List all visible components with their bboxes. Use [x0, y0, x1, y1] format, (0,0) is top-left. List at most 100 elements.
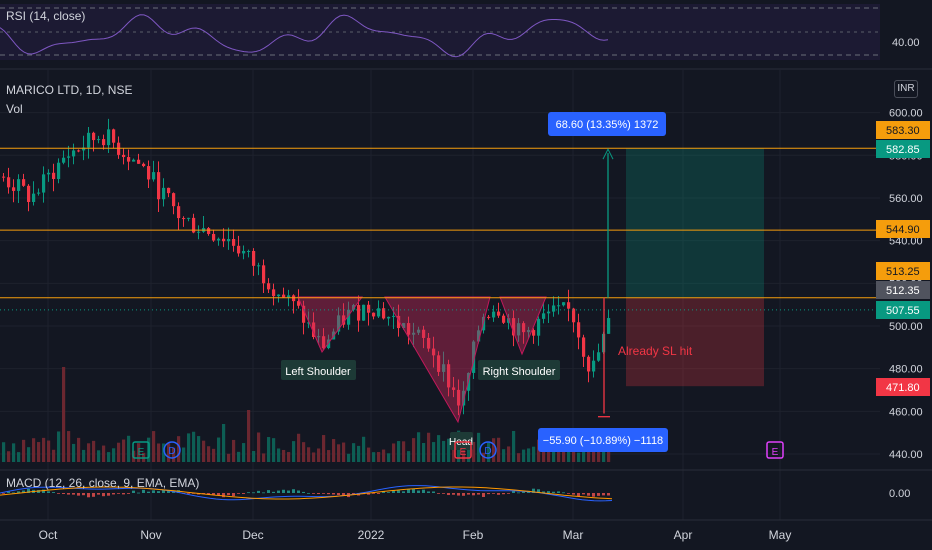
- candle: [582, 337, 586, 357]
- macd-histogram-bar: [332, 493, 335, 495]
- volume-bar: [52, 449, 56, 462]
- macd-title[interactable]: MACD (12, 26, close, 9, EMA, EMA): [6, 476, 200, 490]
- time-axis-tick: Feb: [463, 528, 484, 542]
- rsi-axis-label: 40.00: [892, 37, 920, 49]
- macd-histogram-bar: [442, 493, 445, 494]
- volume-bar: [267, 437, 271, 462]
- candle: [292, 295, 296, 302]
- macd-histogram-bar: [577, 493, 580, 496]
- volume-bar: [22, 439, 26, 462]
- candle: [397, 315, 401, 329]
- candle: [597, 352, 601, 361]
- candle: [147, 166, 151, 180]
- candle: [187, 217, 191, 219]
- macd-histogram-bar: [432, 491, 435, 493]
- volume-bar: [527, 448, 531, 462]
- macd-histogram-bar: [217, 493, 220, 496]
- macd-histogram-bar: [302, 491, 305, 493]
- volume-bar: [207, 446, 211, 462]
- volume-bar: [517, 453, 521, 462]
- price-tag-label: 544.90: [886, 224, 920, 236]
- macd-histogram-bar: [162, 489, 165, 493]
- volume-bar: [602, 450, 606, 462]
- volume-bar: [252, 450, 256, 462]
- volume-bar: [157, 443, 161, 462]
- down-measure-box: [538, 428, 668, 452]
- candle: [257, 265, 261, 267]
- price-tag: [876, 301, 930, 319]
- macd-histogram-bar: [427, 491, 430, 493]
- macd-line: [0, 485, 613, 502]
- macd-histogram-bar: [132, 490, 135, 493]
- volume-bar: [17, 452, 21, 462]
- macd-histogram-bar: [2, 493, 5, 494]
- volume-bar: [462, 438, 466, 462]
- macd-histogram-bar: [62, 493, 65, 495]
- volume-bar: [277, 448, 281, 462]
- macd-histogram-bar: [97, 493, 100, 495]
- macd-histogram-bar: [27, 488, 30, 493]
- candle: [342, 315, 346, 325]
- candle: [247, 250, 251, 252]
- volume-bar: [357, 445, 361, 462]
- macd-histogram-bar: [82, 493, 85, 496]
- price-tag: [876, 378, 930, 396]
- earnings-marker: [454, 441, 472, 459]
- candle: [502, 315, 506, 323]
- macd-histogram-bar: [297, 490, 300, 493]
- stop-zone: [626, 297, 764, 387]
- volume-bar: [512, 430, 516, 462]
- candle: [132, 159, 136, 162]
- right-shoulder-box: [478, 360, 560, 380]
- candle: [82, 147, 86, 151]
- candle: [262, 265, 266, 284]
- rsi-band: [0, 4, 880, 60]
- candle: [47, 172, 51, 175]
- volume-bar: [227, 453, 231, 462]
- time-axis-tick: May: [769, 528, 792, 542]
- volume-bar: [57, 431, 61, 462]
- candle: [52, 172, 56, 179]
- candle: [57, 162, 61, 179]
- price-tag-label: 582.85: [886, 144, 920, 156]
- candle: [307, 322, 311, 324]
- macd-histogram-bar: [592, 493, 595, 497]
- candle: [157, 172, 161, 200]
- volume-bar: [237, 451, 241, 462]
- price-tag: [876, 281, 930, 299]
- candle: [287, 295, 291, 298]
- volume-bar: [192, 431, 196, 462]
- macd-histogram-bar: [167, 489, 170, 493]
- macd-histogram-bar: [12, 492, 15, 494]
- up-measure-label: 68.60 (13.35%) 1372: [556, 119, 659, 131]
- macd-histogram-bar: [322, 493, 325, 494]
- candle: [62, 157, 66, 163]
- macd-histogram-bar: [112, 493, 115, 495]
- price-tag: [876, 220, 930, 238]
- volume-bar: [7, 451, 11, 462]
- volume-bar: [102, 445, 106, 462]
- candle: [197, 231, 201, 233]
- macd-histogram-bar: [562, 492, 565, 494]
- candle: [192, 217, 196, 233]
- symbol-title[interactable]: MARICO LTD, 1D, NSE: [6, 83, 133, 97]
- candle: [2, 176, 6, 178]
- volume-bar: [2, 442, 6, 462]
- volume-bar: [42, 437, 46, 462]
- volume-bar: [72, 443, 76, 462]
- candle: [107, 129, 111, 146]
- price-tag-label: 507.55: [886, 305, 920, 317]
- candle: [142, 163, 146, 167]
- volume-bar: [172, 447, 176, 462]
- macd-histogram-bar: [572, 493, 575, 495]
- currency-button[interactable]: INR: [894, 80, 918, 98]
- volume-bar: [477, 432, 481, 462]
- candle: [167, 187, 171, 194]
- volume-bar: [32, 438, 36, 462]
- volume-bar: [62, 367, 66, 462]
- candle: [532, 330, 536, 336]
- macd-histogram-bar: [307, 492, 310, 494]
- volume-label[interactable]: Vol: [6, 102, 23, 116]
